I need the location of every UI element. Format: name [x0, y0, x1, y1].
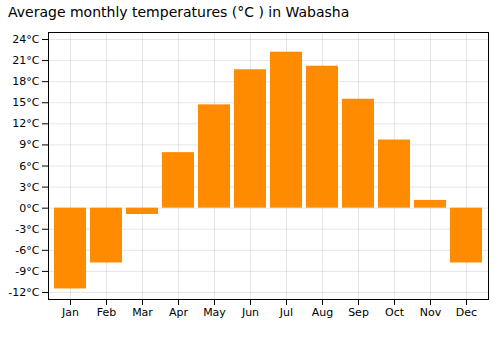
svg-text:-12°C: -12°C [8, 286, 39, 299]
svg-text:21°C: 21°C [12, 54, 39, 67]
svg-text:-3°C: -3°C [15, 223, 39, 236]
svg-text:-9°C: -9°C [15, 265, 39, 278]
svg-text:Nov: Nov [420, 306, 442, 319]
svg-text:15°C: 15°C [12, 96, 39, 109]
svg-text:24°C: 24°C [12, 33, 39, 46]
svg-text:Jul: Jul [279, 306, 293, 319]
svg-text:Apr: Apr [169, 306, 189, 319]
svg-text:Aug: Aug [312, 306, 333, 319]
svg-text:Dec: Dec [456, 306, 477, 319]
svg-text:Oct: Oct [385, 306, 405, 319]
svg-text:9°C: 9°C [19, 138, 39, 151]
svg-text:May: May [203, 306, 226, 319]
svg-text:-6°C: -6°C [15, 244, 39, 257]
svg-text:Feb: Feb [97, 306, 116, 319]
svg-text:Mar: Mar [132, 306, 153, 319]
svg-text:Jan: Jan [61, 306, 79, 319]
svg-text:Jun: Jun [241, 306, 259, 319]
html-text:Average monthly temperatures (: Average monthly temperatures (°C ) in Wa… [8, 4, 350, 20]
svg-text:Sep: Sep [348, 306, 369, 319]
svg-text:6°C: 6°C [19, 160, 39, 173]
svg-text:12°C: 12°C [12, 117, 39, 130]
svg-text:3°C: 3°C [19, 181, 39, 194]
svg-text:18°C: 18°C [12, 75, 39, 88]
svg-text:0°C: 0°C [19, 202, 39, 215]
